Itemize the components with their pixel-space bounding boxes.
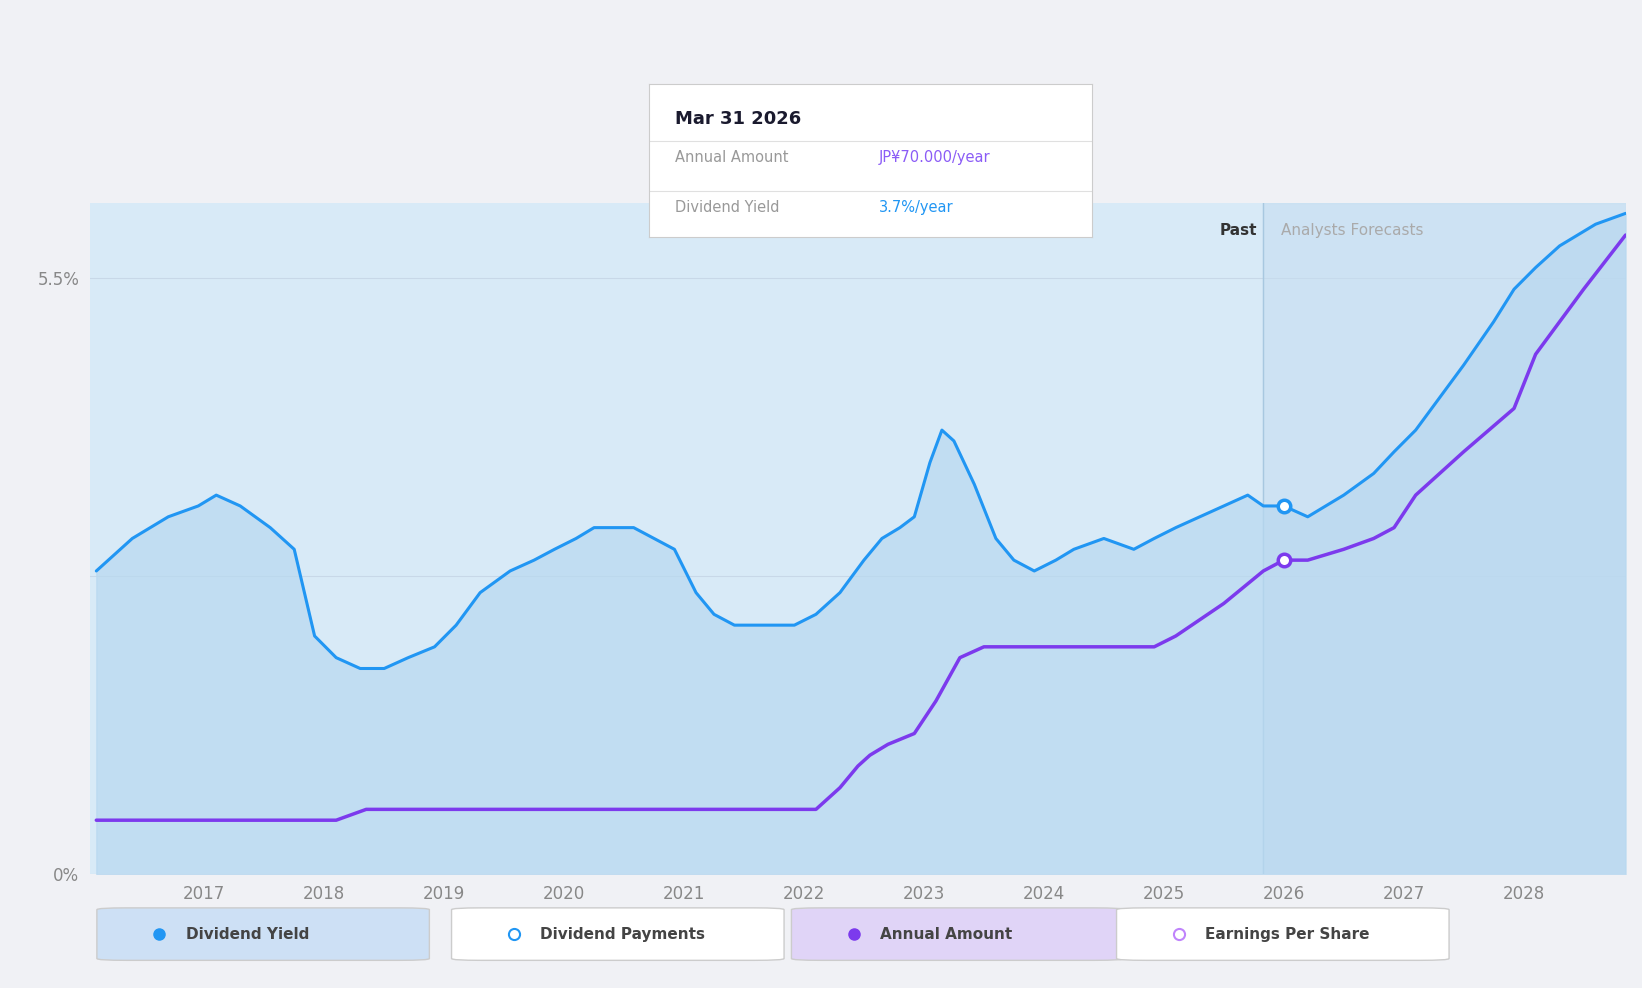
Bar	[1263, 203, 1626, 874]
Text: Dividend Yield: Dividend Yield	[675, 201, 780, 215]
Text: Annual Amount: Annual Amount	[675, 150, 788, 165]
FancyBboxPatch shape	[1117, 908, 1448, 960]
FancyBboxPatch shape	[97, 908, 430, 960]
Text: Mar 31 2026: Mar 31 2026	[675, 110, 801, 128]
Text: Annual Amount: Annual Amount	[880, 927, 1013, 942]
FancyBboxPatch shape	[452, 908, 785, 960]
Text: JP¥70.000/year: JP¥70.000/year	[878, 150, 990, 165]
Text: Dividend Payments: Dividend Payments	[540, 927, 704, 942]
Text: 3.7%/year: 3.7%/year	[878, 201, 954, 215]
Text: Analysts Forecasts: Analysts Forecasts	[1281, 222, 1424, 238]
Text: Past: Past	[1220, 222, 1258, 238]
Text: Dividend Yield: Dividend Yield	[186, 927, 309, 942]
FancyBboxPatch shape	[791, 908, 1123, 960]
Text: Earnings Per Share: Earnings Per Share	[1205, 927, 1369, 942]
